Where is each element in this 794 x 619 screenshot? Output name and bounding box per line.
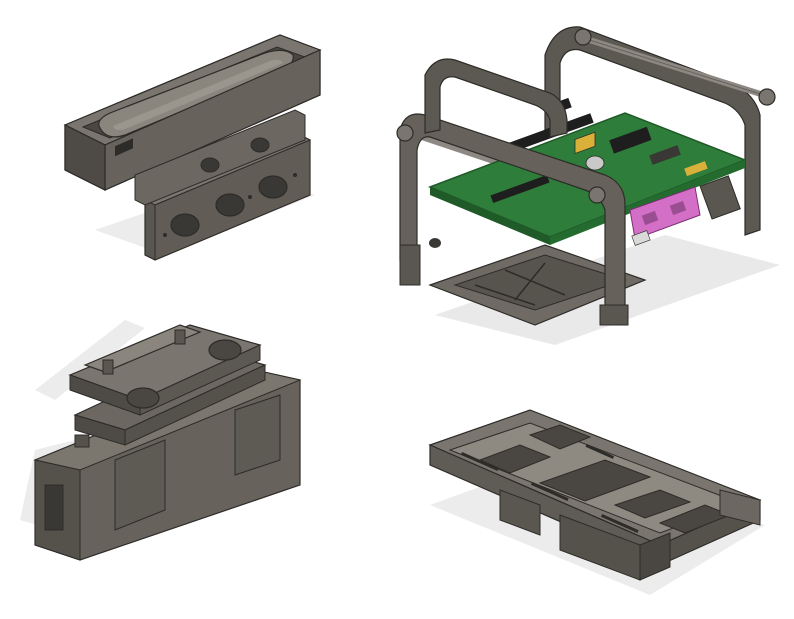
side-recess	[234, 394, 281, 476]
capacitor-component	[574, 131, 596, 155]
pad-hole	[208, 339, 242, 361]
mount-hole	[215, 193, 245, 217]
mount-hole	[170, 213, 200, 237]
rod-cap	[588, 186, 606, 204]
tray-cutout	[528, 424, 592, 450]
tray-cutout	[478, 444, 552, 474]
mount-with-pads-part	[15, 320, 315, 565]
side-recess	[114, 439, 166, 531]
cradle-tray-part	[420, 405, 770, 605]
speaker-housing-part	[55, 25, 335, 265]
cage-front-frame	[399, 113, 626, 324]
mount-hole	[200, 157, 220, 173]
ethernet-connector	[629, 186, 701, 240]
cage-top-handle	[424, 58, 568, 138]
rod-cap	[574, 28, 592, 46]
rod-cap	[758, 88, 776, 106]
pcb-cage-part	[395, 15, 780, 345]
end-connector	[44, 484, 64, 531]
pad-hole	[126, 387, 160, 409]
mount-hole	[258, 175, 288, 199]
top-bracket	[83, 324, 202, 373]
tray-cutout	[613, 489, 692, 519]
crystal-component	[585, 155, 605, 171]
mount-hole	[250, 137, 270, 153]
rod-cap	[396, 124, 414, 142]
cage-rod	[579, 34, 771, 100]
tray-cutout	[538, 459, 652, 502]
